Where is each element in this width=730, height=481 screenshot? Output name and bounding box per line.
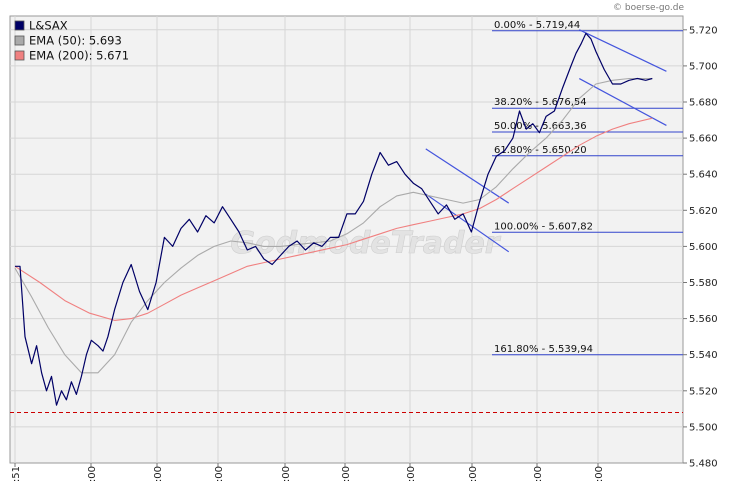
plot-area [9,15,684,464]
series-lines [14,32,653,406]
x-tick-label: 16:00 [533,466,544,481]
y-axis: 5.480 5.500 5.520 5.540 5.560 5.580 5.600 5.620… [683,25,718,470]
y-tick-label: 5.580 [689,278,718,289]
x-tick-label: 11:00 [214,466,225,481]
legend-swatch [14,20,25,31]
legend-swatch [14,35,25,46]
x-tick-label: 17:00 [594,466,605,481]
fibonacci-levels: 0.00% - 5.719,44 38.20% - 5.676,54 50.00% … [492,20,683,356]
fib-label: 50.00% - 5.663,36 [494,121,587,132]
fib-label: 100.00% - 5.607,82 [494,221,593,232]
series-line-ema200 [14,117,653,321]
y-tick-label: 5.640 [689,170,718,181]
y-tick-label: 5.720 [689,25,718,36]
y-tick-label: 5.480 [689,459,718,470]
y-tick-label: 5.660 [689,134,718,145]
legend-label: EMA (50): 5.693 [29,34,122,48]
trend-line [425,148,510,204]
x-tick-label: 12:00 [281,466,292,481]
source-label: © boerse-go.de [613,3,684,13]
legend-label: L&SAX [29,19,68,33]
y-tick-label: 5.560 [689,314,718,325]
watermark: GodmodeTrader [230,226,501,261]
fib-label: 0.00% - 5.719,44 [494,20,580,31]
fib-label: 61.80% - 5.650,20 [494,145,587,156]
y-tick-label: 5.600 [689,242,718,253]
y-tick-label: 5.620 [689,206,718,217]
legend-label: EMA (200): 5.671 [29,49,129,63]
trend-line [579,29,667,72]
fib-label: 161.80% - 5.539,94 [494,344,593,355]
x-tick-label: 15:00 [468,466,479,481]
x-axis: 07:51 09:00 10:00 11:00 12:00 13:00 14:00 15:00… [11,463,605,481]
x-tick-label: 09:00 [87,466,98,481]
series-line-ema50 [14,77,653,374]
y-tick-label: 5.540 [689,350,718,361]
x-tick-label: 14:00 [406,466,417,481]
x-tick-label: 07:51 [11,466,22,481]
y-tick-label: 5.500 [689,422,718,433]
fib-label: 38.20% - 5.676,54 [494,97,587,108]
x-tick-label: 10:00 [153,466,164,481]
y-tick-label: 5.700 [689,61,718,72]
legend-swatch [14,50,25,61]
y-tick-label: 5.520 [689,386,718,397]
series-line-lsax [15,32,653,406]
x-tick-label: 13:00 [341,466,352,481]
y-tick-label: 5.680 [689,98,718,109]
